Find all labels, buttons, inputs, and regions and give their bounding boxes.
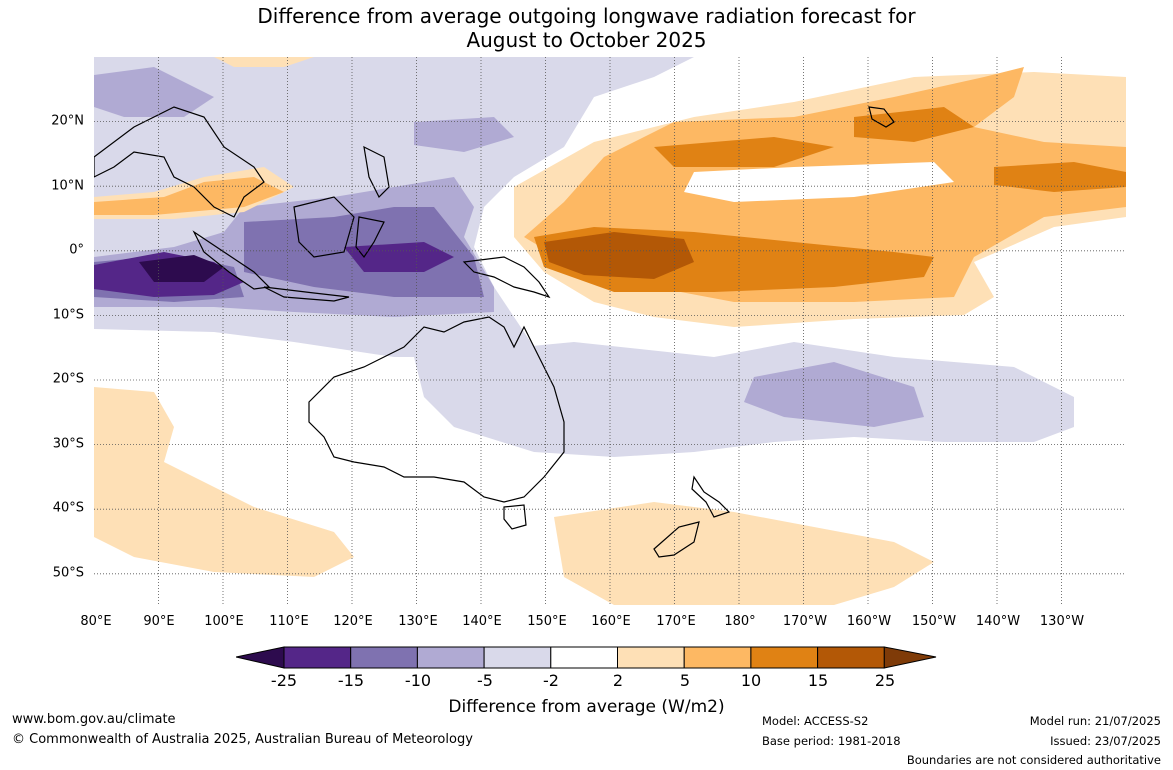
model-run-date: Model run: 21/07/2025 <box>1029 714 1161 728</box>
lat-label: 50°S <box>52 565 84 581</box>
map-canvas <box>94 57 1126 605</box>
java-outline <box>263 286 350 302</box>
colorbar-label: 25 <box>874 671 896 690</box>
lon-label: 160°W <box>846 614 892 629</box>
colorbar-label: -25 <box>270 671 298 690</box>
title-line-2: August to October 2025 <box>466 28 707 52</box>
colorbar-label: 15 <box>807 671 829 690</box>
coastlines <box>94 106 895 558</box>
lon-label: 140°W <box>975 614 1021 629</box>
sumatra-outline <box>192 230 271 290</box>
colorbar-label: 10 <box>740 671 762 690</box>
lat-label: 30°S <box>52 436 84 452</box>
australia-outline <box>308 316 565 503</box>
hawaii-outline <box>868 106 895 128</box>
lon-label: 80°E <box>80 614 112 629</box>
indochina-outline <box>94 106 265 218</box>
new-guinea-outline <box>462 256 551 299</box>
lon-label: 90°E <box>143 614 175 629</box>
philippines-outline <box>363 145 390 199</box>
lat-label: 10°S <box>52 307 84 323</box>
model-name: Model: ACCESS-S2 <box>762 714 869 728</box>
boundary-disclaimer: Boundaries are not considered authoritat… <box>906 753 1161 767</box>
lon-label: 150°W <box>911 614 957 629</box>
lon-label: 150°E <box>527 614 567 629</box>
lon-label: 130°W <box>1039 614 1085 629</box>
colorbar-label: -15 <box>337 671 365 690</box>
lon-label: 170°W <box>782 614 828 629</box>
lat-label: 10°N <box>51 178 84 194</box>
lon-label: 170°E <box>656 614 696 629</box>
new-zealand-north-outline <box>691 475 731 518</box>
graticule <box>94 57 1126 605</box>
lon-label: 160°E <box>591 614 631 629</box>
lon-label: 100°E <box>204 614 244 629</box>
lon-label: 110°E <box>269 614 309 629</box>
anomaly-neg25-regions <box>139 255 224 282</box>
lat-label: 0° <box>69 242 84 258</box>
borneo-outline <box>293 196 355 258</box>
colorbar-label: 5 <box>679 671 691 690</box>
website-link[interactable]: www.bom.gov.au/climate <box>12 712 176 727</box>
lon-label: 140°E <box>462 614 502 629</box>
colorbar-label: -2 <box>543 671 559 690</box>
colorbar-label: -10 <box>404 671 432 690</box>
base-period: Base period: 1981-2018 <box>762 734 901 748</box>
anomaly-neutral-gaps <box>684 162 954 202</box>
lat-label: 20°N <box>51 113 84 129</box>
tasmania-outline <box>503 504 527 530</box>
title-line-1: Difference from average outgoing longwav… <box>257 4 916 28</box>
sulawesi-outline <box>355 216 385 259</box>
new-zealand-south-outline <box>653 521 700 558</box>
colorbar-title: Difference from average (W/m2) <box>448 697 725 717</box>
colorbar-label: 2 <box>612 671 624 690</box>
lon-label: 120°E <box>333 614 373 629</box>
map-title: Difference from average outgoing longwav… <box>0 4 1173 52</box>
lat-label: 40°S <box>52 500 84 516</box>
colorbar-swatches <box>235 646 937 669</box>
anomaly-pos15-regions <box>544 232 694 279</box>
copyright-text: © Commonwealth of Australia 2025, Austra… <box>12 732 473 747</box>
colorbar <box>235 646 938 674</box>
lon-label: 180° <box>724 614 756 629</box>
olr-anomaly-map <box>94 57 1126 605</box>
lat-label: 20°S <box>52 371 84 387</box>
lon-label: 130°E <box>398 614 438 629</box>
issued-date: Issued: 23/07/2025 <box>1050 734 1161 748</box>
colorbar-label: -5 <box>477 671 493 690</box>
